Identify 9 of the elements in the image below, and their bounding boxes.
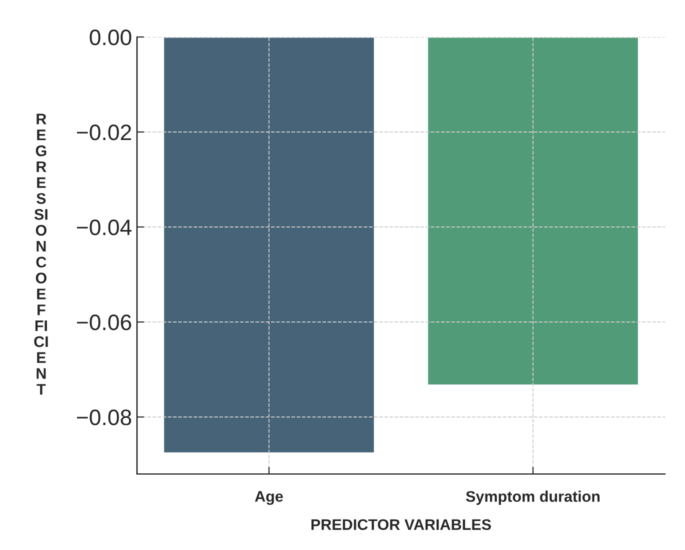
y-tick-label: −0.06 — [77, 314, 132, 330]
y-tick-label: −0.04 — [77, 220, 132, 236]
y-tick-label: 0.00 — [90, 30, 132, 46]
x-tick-label: Symptom duration — [466, 490, 600, 505]
x-axis-title: PREDICTOR VARIABLES — [311, 519, 491, 530]
x-tick-label: Age — [254, 491, 283, 505]
y-tick-label: −0.02 — [77, 124, 132, 140]
text: R E G R E S SI O N C O E F FI CI E N T — [34, 114, 48, 395]
y-tick-label: −0.08 — [77, 410, 132, 426]
